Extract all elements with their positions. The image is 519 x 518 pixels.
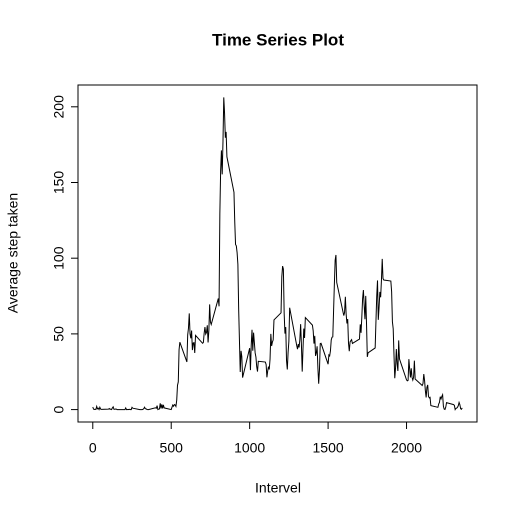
x-tick-label: 0: [89, 440, 97, 456]
x-tick-label: 500: [160, 440, 184, 456]
chart-title: Time Series Plot: [212, 30, 344, 49]
y-axis-label: Average step taken: [5, 193, 21, 313]
x-tick-label: 2000: [391, 440, 422, 456]
y-tick-label: 0: [51, 405, 67, 413]
x-tick-label: 1500: [313, 440, 344, 456]
y-tick-label: 100: [51, 246, 67, 270]
x-axis-label: Intervel: [255, 480, 301, 496]
y-tick-label: 200: [51, 95, 67, 119]
y-tick-label: 150: [51, 171, 67, 195]
y-tick-label: 50: [51, 326, 67, 342]
data-line: [92, 97, 463, 411]
x-tick-label: 1000: [234, 440, 265, 456]
